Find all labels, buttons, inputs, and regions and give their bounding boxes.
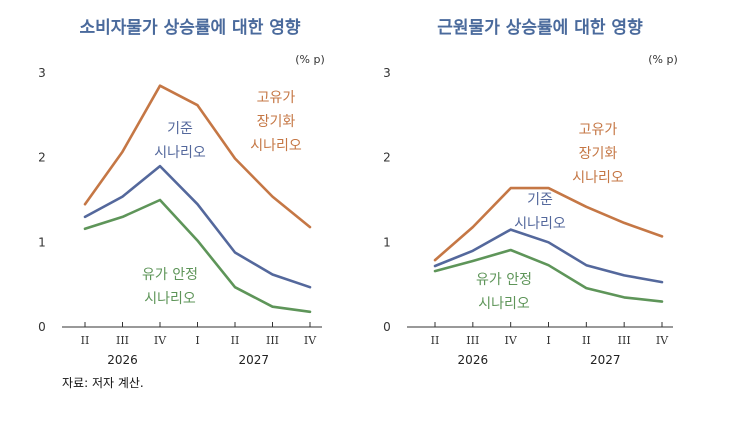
year-label: 2027 — [238, 353, 269, 367]
x-tick-label: IV — [656, 334, 669, 347]
y-tick-label: 3 — [383, 66, 391, 80]
series-label-high_oil: 시나리오 — [250, 138, 302, 154]
x-tick-label: IV — [505, 334, 518, 347]
series-label-stable_oil: 유가 안정 — [476, 272, 532, 288]
x-tick-label: III — [116, 334, 129, 347]
series-label-base: 시나리오 — [514, 216, 566, 232]
year-label: 2027 — [590, 353, 621, 367]
x-tick-label: I — [195, 334, 199, 347]
year-label: 2026 — [458, 353, 489, 367]
series-line-base — [83, 164, 312, 289]
x-tick-label: III — [266, 334, 279, 347]
chart-title: 근원물가 상승률에 대한 영향 — [437, 17, 643, 38]
series-label-high_oil: 장기화 — [257, 114, 296, 130]
unit-label: (% p) — [648, 53, 678, 66]
series-label-high_oil: 시나리오 — [572, 170, 624, 186]
series-label-stable_oil: 시나리오 — [478, 296, 530, 312]
year-label: 2026 — [107, 353, 138, 367]
source-note: 자료: 저자 계산. — [62, 376, 144, 390]
series-label-base: 기준 — [527, 192, 553, 208]
x-tick-label: II — [81, 334, 90, 347]
x-tick-label: IV — [304, 334, 317, 347]
x-tick-label: I — [546, 334, 550, 347]
unit-label: (% p) — [295, 53, 325, 66]
y-tick-label: 2 — [383, 151, 391, 165]
x-tick-label: II — [231, 334, 240, 347]
series-line-stable_oil — [433, 248, 664, 303]
y-tick-label: 0 — [383, 320, 391, 334]
y-tick-label: 2 — [38, 151, 46, 165]
series-label-stable_oil: 유가 안정 — [142, 267, 198, 283]
y-tick-label: 1 — [383, 235, 391, 249]
series-label-high_oil: 고유가 — [257, 90, 296, 106]
x-tick-label: II — [582, 334, 591, 347]
series-label-high_oil: 고유가 — [579, 122, 618, 138]
series-label-stable_oil: 시나리오 — [144, 291, 196, 307]
series-line-stable_oil — [83, 198, 312, 314]
x-tick-label: IV — [154, 334, 167, 347]
chart-title: 소비자물가 상승률에 대한 영향 — [79, 17, 300, 38]
series-label-high_oil: 장기화 — [579, 146, 618, 162]
x-tick-label: II — [431, 334, 440, 347]
series-label-base: 시나리오 — [154, 145, 206, 161]
series-line-high_oil — [433, 186, 664, 262]
y-tick-label: 0 — [38, 320, 46, 334]
y-tick-label: 3 — [38, 66, 46, 80]
x-tick-label: III — [618, 334, 631, 347]
y-tick-label: 1 — [38, 235, 46, 249]
series-label-base: 기준 — [167, 121, 193, 137]
series-line-base — [433, 228, 664, 284]
x-tick-label: III — [466, 334, 479, 347]
series-line-high_oil — [83, 84, 312, 229]
